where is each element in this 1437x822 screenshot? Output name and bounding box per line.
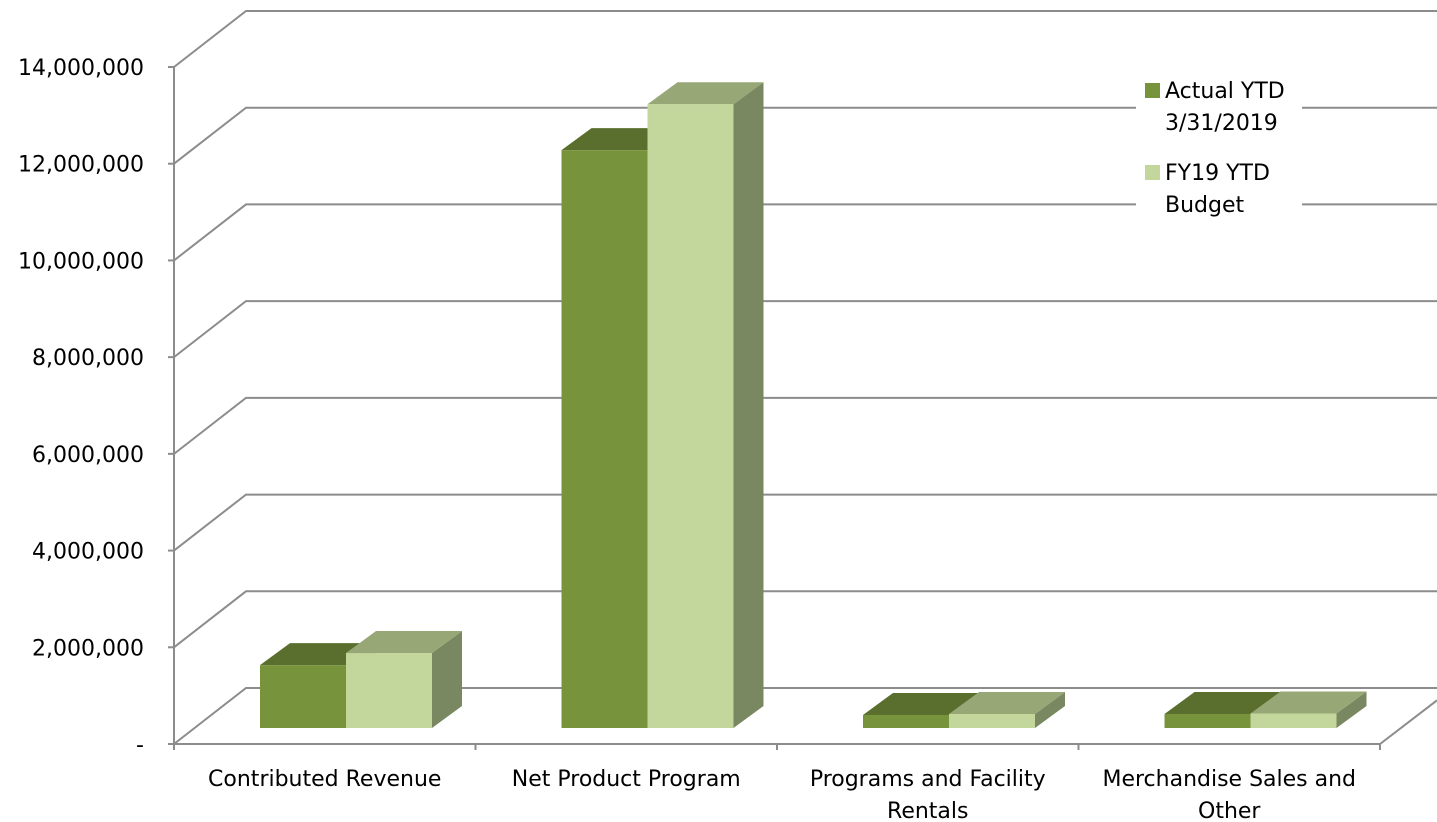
y-tick-label: 10,000,000 <box>18 249 144 274</box>
y-axis-tick-labels: - 2,000,000 4,000,000 6,000,000 8,000,000 10,… <box>18 56 144 758</box>
y-tick-label: 8,000,000 <box>32 346 144 371</box>
gridline <box>173 106 1437 165</box>
y-tick-label: 12,000,000 <box>18 153 144 178</box>
bar <box>346 631 462 728</box>
y-tick-label: 2,000,000 <box>32 636 144 661</box>
legend-swatch <box>1145 165 1160 180</box>
gridlines <box>173 10 1437 745</box>
bar <box>647 82 764 728</box>
bar-front <box>647 104 734 728</box>
bar-front <box>863 714 949 728</box>
bar-side <box>1035 691 1065 728</box>
bar-front <box>561 150 648 728</box>
bar-front <box>1250 713 1337 728</box>
bar-front <box>260 665 346 728</box>
bar-front <box>346 653 432 728</box>
bar-top <box>1250 691 1367 714</box>
legend-swatch <box>1145 83 1160 98</box>
gridline <box>173 687 1437 745</box>
bar-side <box>1336 691 1367 728</box>
legend-background <box>1136 76 1302 226</box>
gridline <box>173 300 1437 358</box>
bar-top <box>1164 691 1281 714</box>
x-axis-category-labels: Contributed Revenue Net Product Program Pr… <box>208 767 1356 822</box>
bar-front <box>949 713 1035 728</box>
bar-top <box>949 691 1065 714</box>
bar-side <box>432 631 462 728</box>
legend: Actual YTD 3/31/2019 FY19 YTD Budget <box>1136 76 1302 226</box>
bar-top <box>863 692 979 715</box>
gridline <box>173 396 1437 455</box>
x-category-label: Net Product Program <box>512 767 741 792</box>
gridline <box>173 203 1437 262</box>
legend-entry: Actual YTD 3/31/2019 <box>1165 79 1285 136</box>
gridline <box>173 590 1437 649</box>
bars <box>260 82 1367 728</box>
bar <box>949 691 1065 728</box>
bar-top <box>346 631 462 654</box>
bar-side <box>733 82 764 728</box>
bar-top <box>647 82 764 105</box>
gridline <box>173 10 1437 68</box>
y-tick-label: 6,000,000 <box>32 443 144 468</box>
legend-entry: FY19 YTD Budget <box>1165 161 1270 218</box>
y-tick-label: 14,000,000 <box>18 56 144 81</box>
axes <box>168 66 1437 750</box>
y-tick-label: 4,000,000 <box>32 540 144 565</box>
bar <box>1250 691 1367 728</box>
x-category-label: Programs and Facility Rentals <box>810 767 1046 822</box>
gridline <box>173 493 1437 552</box>
floor-right-edge <box>1379 699 1437 745</box>
bar-front <box>1164 713 1251 728</box>
y-tick-label: - <box>136 733 144 758</box>
x-category-label: Merchandise Sales and Other <box>1102 767 1356 822</box>
x-category-label: Contributed Revenue <box>208 767 441 792</box>
